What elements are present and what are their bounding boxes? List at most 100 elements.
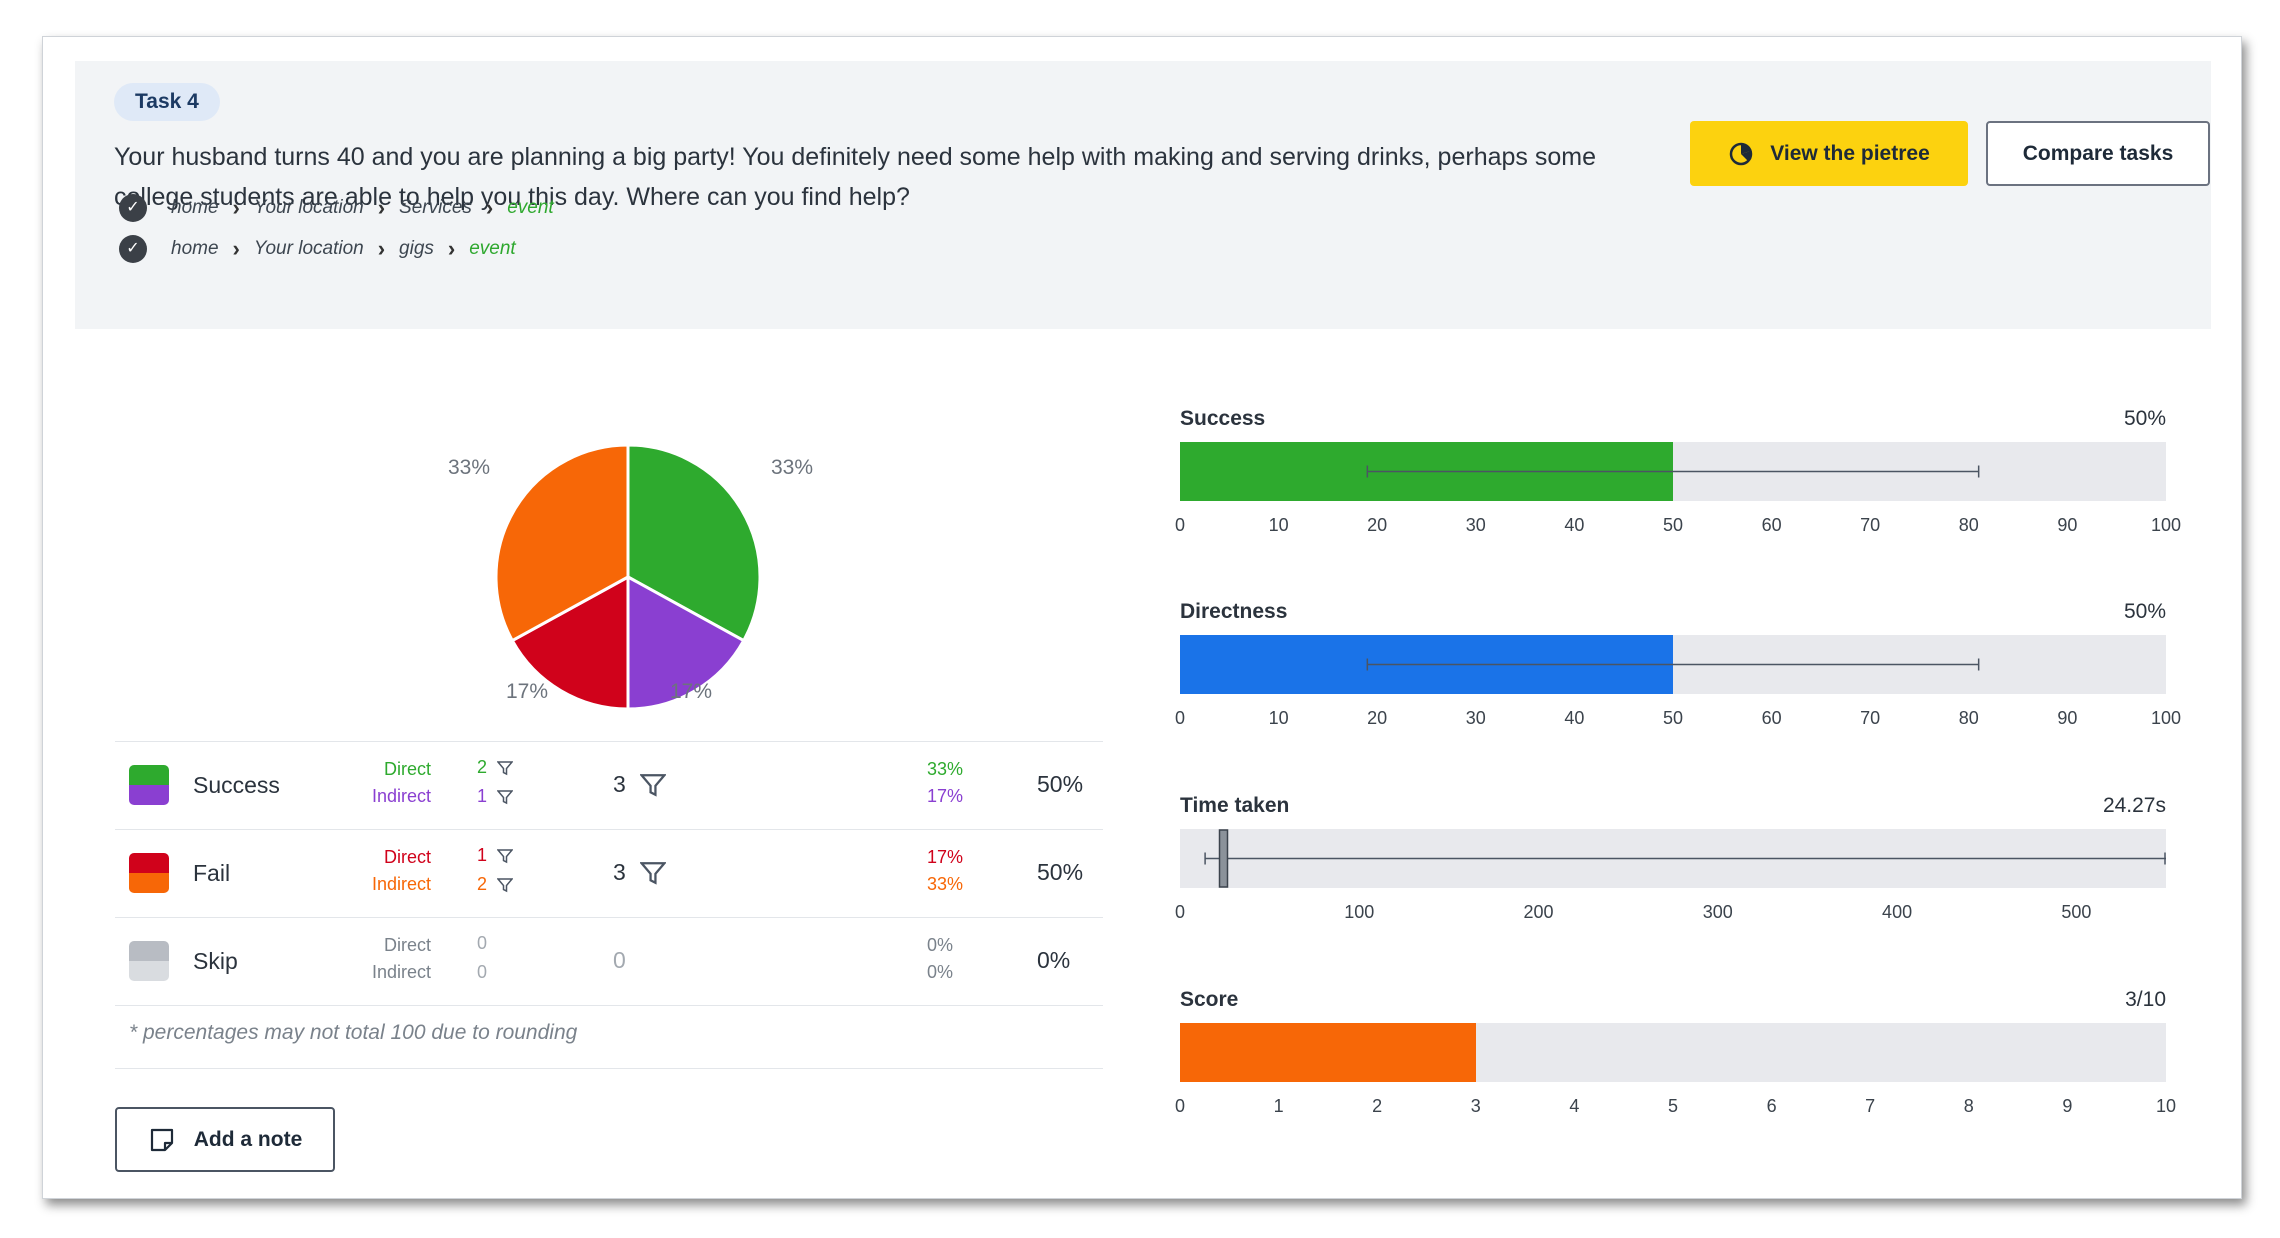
axis-tick-label: 9 (2062, 1096, 2073, 1116)
metric-track (1180, 1023, 2166, 1082)
row-percent: 0% (1037, 947, 1071, 973)
task-header: Task 4 Your husband turns 40 and you are… (75, 61, 2211, 329)
axis-tick-label: 8 (1963, 1096, 1974, 1116)
axis-tick-label: 90 (2057, 515, 2078, 535)
table-row-success: Success Direct Indirect 2 1 3 33% 17% 50… (115, 741, 1103, 829)
axis-tick-label: 80 (1958, 515, 1979, 535)
metric-time-taken: Time taken 24.27s 0 100 200 300 400 500 (1175, 794, 2180, 934)
chevron-right-icon: › (485, 195, 494, 220)
metric-value: 24.27s (2102, 794, 2166, 817)
direct-label: Direct (383, 935, 431, 955)
axis-tick-label: 30 (1465, 708, 1486, 728)
direct-percent: 17% (927, 847, 964, 867)
direct-count[interactable]: 2 (477, 757, 514, 778)
chevron-right-icon: › (447, 236, 456, 261)
direct-count[interactable]: 1 (477, 845, 514, 866)
total-count-value: 3 (613, 859, 626, 885)
pie-label-indirect-success: 17% (670, 680, 713, 703)
indirect-count-value: 1 (477, 786, 488, 806)
axis-tick-label: 100 (2150, 708, 2182, 728)
filter-icon[interactable] (497, 760, 514, 776)
indirect-count-value: 2 (477, 874, 488, 894)
pie-svg (494, 443, 762, 711)
total-count[interactable]: 3 (613, 771, 666, 798)
check-icon: ✓ (119, 194, 147, 222)
total-count: 0 (613, 947, 626, 974)
axis-tick-label: 10 (1268, 708, 1289, 728)
task-badge: Task 4 (114, 83, 220, 121)
compare-tasks-button[interactable]: Compare tasks (1986, 121, 2210, 186)
axis-tick-label: 3 (1470, 1096, 1481, 1116)
check-icon: ✓ (119, 235, 147, 263)
add-note-button[interactable]: Add a note (115, 1107, 335, 1172)
pie-label-indirect-fail: 33% (448, 456, 491, 479)
filter-icon[interactable] (497, 877, 514, 893)
pie-slice-indirect-fail (494, 443, 630, 643)
indirect-label: Indirect (371, 962, 431, 982)
filter-icon[interactable] (639, 860, 666, 886)
axis-tick-label: 0 (1174, 708, 1186, 728)
axis-tick-label: 100 (1344, 902, 1375, 922)
axis-tick-label: 5 (1667, 1096, 1679, 1116)
axis-tick-label: 50 (1662, 708, 1684, 728)
row-label: Skip (193, 948, 238, 974)
indirect-percent: 33% (927, 874, 964, 894)
axis-tick-label: 100 (2150, 515, 2182, 535)
direct-count: 0 (477, 933, 487, 954)
indirect-count[interactable]: 1 (477, 786, 514, 807)
total-count-value: 3 (613, 771, 626, 797)
chevron-right-icon: › (377, 195, 386, 220)
path-crumb: Your location (253, 238, 364, 259)
note-icon (150, 1128, 173, 1151)
table-row-skip: Skip Direct Indirect 0 0 0 0% 0% 0% (115, 917, 1103, 1005)
axis-tick-label: 60 (1761, 515, 1782, 535)
table-divider (115, 1068, 1103, 1069)
axis-tick-label: 40 (1564, 708, 1585, 728)
correct-path-2: ✓ home › Your location › gigs › event (119, 234, 516, 264)
view-pietree-label: View the pietree (1770, 141, 1930, 165)
axis-tick-label: 6 (1766, 1096, 1777, 1116)
metric-value: 50% (2123, 600, 2166, 623)
filter-icon[interactable] (497, 848, 514, 864)
indirect-count[interactable]: 2 (477, 874, 514, 895)
row-percent: 50% (1037, 859, 1084, 885)
metric-directness: Directness 50% 0 10 20 30 40 50 60 70 80 90 100 (1175, 600, 2182, 740)
path-crumb: home (171, 197, 219, 218)
view-pietree-button[interactable]: View the pietree (1690, 121, 1968, 186)
indirect-percent: 17% (927, 786, 964, 806)
row-label: Fail (193, 860, 231, 886)
axis-tick-label: 60 (1761, 708, 1782, 728)
indirect-label: Indirect (371, 786, 431, 806)
axis-tick-label: 200 (1523, 902, 1554, 922)
metric-axis: 0 100 200 300 400 500 (1175, 902, 2166, 926)
direct-count-value: 1 (477, 845, 488, 865)
success-swatch (129, 765, 169, 805)
axis-tick-label: 10 (2155, 1096, 2177, 1116)
axis-tick-label: 80 (1958, 708, 1979, 728)
axis-tick-label: 4 (1569, 1096, 1580, 1116)
path-destination: event (507, 197, 554, 218)
task-result-card: Task 4 Your husband turns 40 and you are… (42, 36, 2242, 1199)
axis-tick-label: 70 (1860, 708, 1881, 728)
filter-icon[interactable] (497, 789, 514, 805)
axis-tick-label: 90 (2057, 708, 2078, 728)
pie-chart-icon (1729, 142, 1753, 165)
direct-percent: 0% (927, 935, 954, 955)
axis-tick-label: 400 (1882, 902, 1913, 922)
filter-icon[interactable] (639, 772, 666, 798)
chevron-right-icon: › (232, 195, 240, 220)
total-count[interactable]: 3 (613, 859, 666, 886)
axis-tick-label: 0 (1174, 1096, 1186, 1116)
table-divider (115, 829, 1103, 830)
axis-tick-label: 0 (1174, 515, 1186, 535)
confidence-interval (1366, 658, 1980, 671)
direct-label: Direct (383, 847, 431, 867)
table-divider (115, 917, 1103, 918)
pie-slice-direct-fail (510, 574, 630, 711)
time-boxplot (1204, 829, 2166, 888)
axis-tick-label: 2 (1372, 1096, 1383, 1116)
axis-tick-label: 70 (1860, 515, 1881, 535)
axis-tick-label: 0 (1174, 902, 1186, 922)
axis-tick-label: 50 (1662, 515, 1684, 535)
metric-score: Score 3/10 0 1 2 3 4 5 6 7 8 9 10 (1175, 988, 2180, 1128)
